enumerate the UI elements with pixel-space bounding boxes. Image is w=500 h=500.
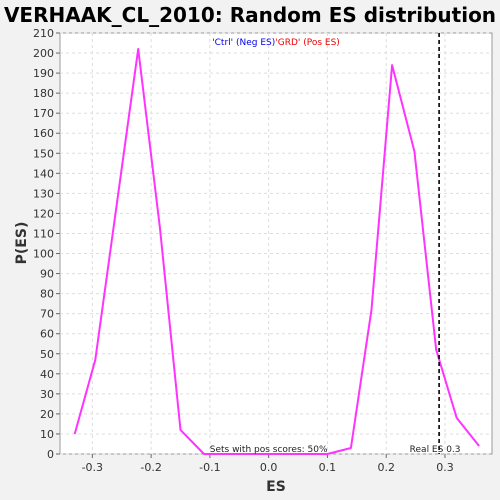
y-tick-label: 90 [40, 268, 54, 281]
x-axis-label: ES [266, 479, 286, 495]
y-tick-label: 20 [40, 408, 54, 421]
y-ticks: 0 10 20 30 40 50 60 70 80 90 100 110 120 130 140 150 160… [33, 27, 60, 461]
y-tick-label: 30 [40, 388, 54, 401]
y-tick-label: 80 [40, 288, 54, 301]
x-tick-label: -0.2 [140, 461, 161, 474]
real-es-label: Real ES 0.3 [410, 445, 461, 455]
x-tick-label: 0.3 [436, 461, 454, 474]
plot-area [59, 32, 493, 455]
y-tick-label: 190 [33, 67, 54, 80]
y-tick-label: 210 [33, 27, 54, 40]
y-axis-label: P(ES) [14, 222, 30, 265]
y-tick-label: 70 [40, 308, 54, 321]
x-tick-label: -0.3 [82, 461, 103, 474]
y-tick-label: 60 [40, 328, 54, 341]
x-tick-label: 0.1 [319, 461, 337, 474]
y-tick-label: 130 [33, 187, 54, 200]
x-tick-label: -0.1 [199, 461, 220, 474]
y-tick-label: 200 [33, 47, 54, 60]
y-tick-label: 120 [33, 207, 54, 220]
legend-entry-pos: 'GRD' (Pos ES) [275, 38, 340, 48]
y-tick-label: 160 [33, 127, 54, 140]
y-tick-label: 0 [47, 448, 54, 461]
x-tick-label: 0.0 [260, 461, 278, 474]
y-tick-label: 40 [40, 368, 54, 381]
grid [60, 32, 492, 455]
y-tick-label: 100 [33, 248, 54, 261]
y-tick-label: 50 [40, 348, 54, 361]
series-line [73, 48, 480, 455]
y-tick-label: 10 [40, 428, 54, 441]
x-ticks: -0.3 -0.2 -0.1 0.0 0.1 0.2 0.3 [82, 454, 454, 474]
y-tick-label: 180 [33, 87, 54, 100]
y-tick-label: 140 [33, 167, 54, 180]
legend: 'Ctrl' (Neg ES)'GRD' (Pos ES) [212, 38, 340, 48]
pos-scores-label: Sets with pos scores: 50% [210, 445, 328, 455]
y-tick-label: 110 [33, 227, 54, 240]
chart-title: VERHAAK_CL_2010: Random ES distribution [4, 3, 496, 27]
x-tick-label: 0.2 [377, 461, 395, 474]
legend-entry-neg: 'Ctrl' (Neg ES) [212, 38, 275, 48]
y-tick-label: 170 [33, 107, 54, 120]
y-tick-label: 150 [33, 147, 54, 160]
series-layer [73, 48, 480, 455]
